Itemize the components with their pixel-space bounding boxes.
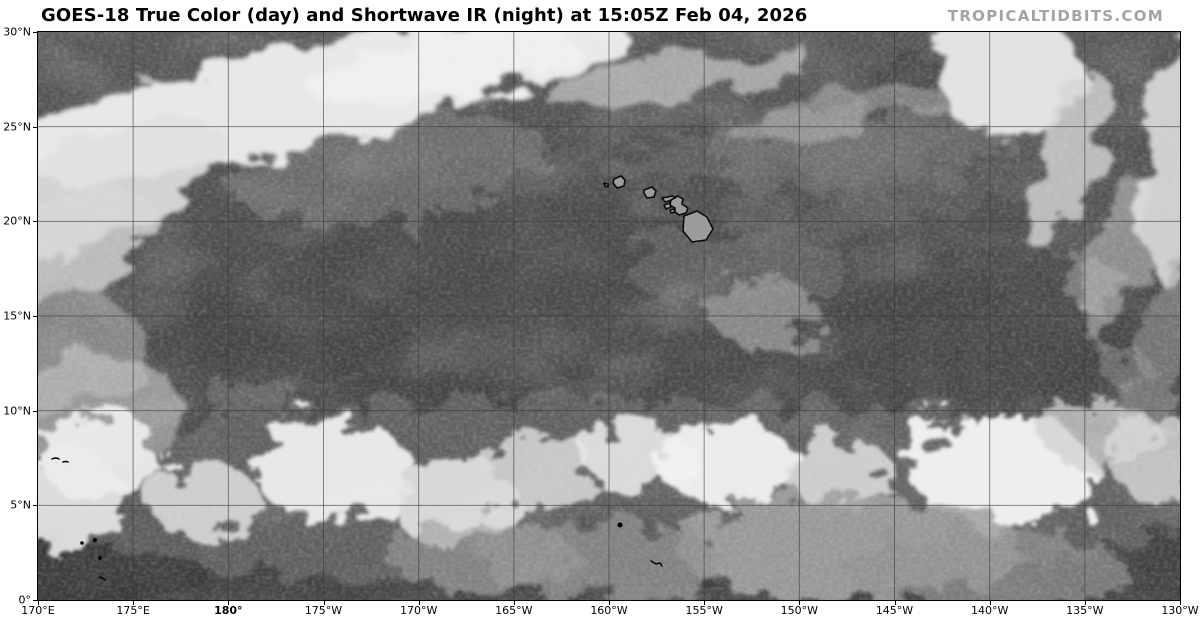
axis-tick (33, 316, 37, 317)
lat-tick-label: 15°N (3, 309, 31, 323)
lon-tick-label: 160°W (590, 604, 628, 617)
lon-tick-label: 135°W (1066, 604, 1104, 617)
axis-tick (133, 601, 135, 605)
island-kauai (612, 175, 626, 189)
axis-tick (1180, 601, 1181, 605)
lat-tick-label: 20°N (3, 214, 31, 228)
minor-islands (51, 457, 663, 581)
lon-axis-ticks (38, 601, 1181, 605)
axis-tick (609, 601, 610, 605)
lat-tick-label: 0° (18, 593, 32, 607)
axis-tick (799, 601, 801, 605)
satellite-map (37, 31, 1181, 601)
lon-axis-labels: 170°E 175°E 180° 175°W 170°W 165°W 160°W 155°W 1… (21, 604, 1198, 620)
axis-tick (513, 601, 515, 605)
lat-tick-label: 5°N (10, 498, 31, 512)
hawaiian-islands (603, 175, 714, 243)
lon-tick-label: 170°W (399, 604, 438, 617)
axis-tick (33, 126, 37, 128)
lon-tick-label: 150°W (780, 604, 819, 617)
lon-tick-label: 170°E (21, 604, 55, 617)
tropicaltidbits-watermark: TROPICALTIDBITS.COM (947, 7, 1164, 25)
lat-tick-label: 10°N (3, 404, 31, 418)
lat-axis-labels: 30°N 25°N 20°N 15°N 10°N 5°N 0° (0, 26, 32, 607)
lat-axis-ticks (33, 32, 37, 601)
axis-tick (228, 601, 230, 605)
axis-tick (33, 221, 37, 223)
figure-title: GOES-18 True Color (day) and Shortwave I… (41, 5, 808, 26)
lat-tick-label: 30°N (3, 25, 31, 39)
lon-tick-label: 145°W (875, 604, 914, 617)
axis-tick (33, 505, 37, 507)
island-lanai (663, 202, 672, 210)
lon-tick-label: 180° (214, 604, 243, 617)
lon-tick-label: 140°W (970, 604, 1009, 617)
axis-tick (33, 32, 37, 33)
island-oahu (643, 186, 657, 199)
satellite-image (38, 32, 1180, 600)
lon-tick-label: 175°E (116, 604, 150, 617)
lat-tick-label: 25°N (3, 120, 31, 134)
graticule (38, 32, 1180, 600)
lon-tick-label: 175°W (304, 604, 343, 617)
lon-tick-label: 155°W (685, 604, 723, 617)
axis-tick (33, 600, 37, 601)
island-maui (669, 195, 689, 216)
axis-tick (33, 410, 37, 412)
axis-tick (894, 601, 896, 605)
axis-tick (418, 601, 420, 605)
island-hawaii-big-island (682, 210, 714, 243)
axis-tick (323, 601, 325, 605)
axis-tick (1084, 601, 1086, 605)
axis-tick (989, 601, 991, 605)
axis-tick (704, 601, 706, 605)
lon-tick-label: 130°W (1161, 604, 1199, 617)
lon-tick-label: 165°W (495, 604, 533, 617)
island-niihau (603, 182, 609, 188)
axis-tick (38, 601, 39, 605)
